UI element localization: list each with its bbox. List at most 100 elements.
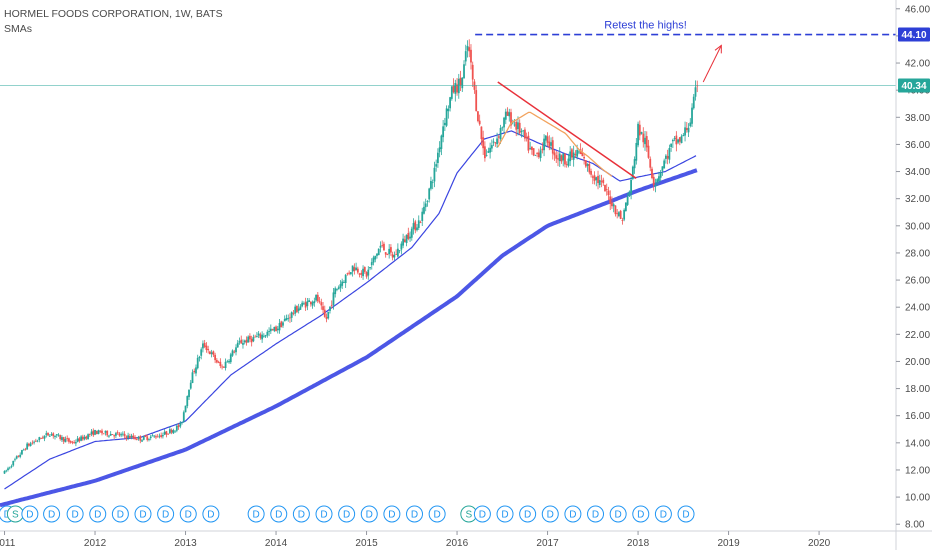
candle-body <box>64 438 67 443</box>
candle-body <box>377 248 380 256</box>
candle-body <box>3 470 6 474</box>
candle-body <box>202 343 204 349</box>
candle-body <box>5 470 8 472</box>
candle-body <box>139 436 142 441</box>
time-tick-label: 2017 <box>536 538 559 549</box>
candle-body <box>348 272 351 274</box>
candle-body <box>19 454 22 457</box>
candle-body <box>360 272 363 275</box>
candle-body <box>403 239 406 243</box>
candle-body <box>280 321 283 328</box>
candle-body <box>346 273 349 275</box>
candle-body <box>68 438 70 442</box>
candle-body <box>529 148 532 149</box>
candle-body <box>108 435 110 437</box>
price-axis[interactable]: 46.0044.0042.0040.0038.0036.0034.0032.00… <box>895 0 930 550</box>
candle-body <box>454 83 457 94</box>
candle-body <box>576 149 579 157</box>
candle-body <box>343 282 345 283</box>
candle-body <box>658 176 660 182</box>
candle-body <box>431 182 434 184</box>
candle-body <box>412 223 415 230</box>
candle-body <box>405 234 408 244</box>
candle-body <box>320 302 323 306</box>
candle-body <box>47 432 49 436</box>
candle-body <box>560 155 563 162</box>
candle-body <box>628 191 631 197</box>
time-axis[interactable]: 2011 2012 2013 2014 2015 2016 2017 2018 2019 2020 <box>0 530 932 549</box>
candle-body <box>266 331 269 336</box>
candle-body <box>311 302 314 306</box>
candle-body <box>235 347 237 353</box>
candle-body <box>151 435 154 437</box>
dividend-marker <box>609 505 627 523</box>
candle-body <box>416 227 418 231</box>
event-marker-label: D <box>207 510 214 521</box>
price-tick-label: 30.00 <box>905 221 930 232</box>
candle-body <box>115 433 117 436</box>
candle-body <box>489 147 492 153</box>
candle-body <box>94 429 96 435</box>
candle-body <box>553 152 556 156</box>
dividend-marker <box>428 505 446 523</box>
candle-body <box>38 437 41 441</box>
candle-body <box>336 288 338 290</box>
candle-body <box>475 90 478 112</box>
candle-body <box>85 436 88 439</box>
dividend-marker <box>519 505 537 523</box>
candle-body <box>562 153 565 161</box>
candle-body <box>480 126 483 140</box>
candle-body <box>362 268 364 277</box>
candle-body <box>513 124 516 126</box>
candle-body <box>426 200 429 202</box>
time-tick-label: 2013 <box>174 538 197 549</box>
candle-body <box>438 147 441 153</box>
time-tick-label: 2018 <box>627 538 650 549</box>
candle-body <box>294 306 297 314</box>
candle-body <box>318 300 321 302</box>
candle-body <box>261 334 264 340</box>
candle-body <box>52 433 55 437</box>
candle-body <box>170 429 173 433</box>
candle-body <box>297 308 300 311</box>
candle-body <box>363 267 366 272</box>
candle-body <box>10 466 13 468</box>
candle-body <box>172 430 175 434</box>
candle-body <box>656 179 659 183</box>
candle-body <box>149 436 152 439</box>
price-tick-label: 22.00 <box>905 330 930 341</box>
dividend-marker <box>111 505 129 523</box>
price-tick-label: 32.00 <box>905 194 930 205</box>
candle-body <box>395 254 398 255</box>
candle-body <box>428 188 431 200</box>
candle-body <box>581 152 584 157</box>
candle-body <box>221 366 223 368</box>
candle-body <box>158 435 161 437</box>
candle-body <box>249 335 251 340</box>
candle-body <box>55 434 58 436</box>
event-marker-label: D <box>320 510 327 521</box>
candle-body <box>78 438 81 442</box>
candle-body <box>369 266 371 269</box>
candle-body <box>419 222 422 223</box>
candle-body <box>26 443 29 450</box>
candle-body <box>250 338 253 343</box>
indicator-label[interactable]: SMAs <box>4 23 33 35</box>
candle-body <box>43 435 46 439</box>
candle-body <box>8 467 11 469</box>
candle-body <box>499 127 502 140</box>
candle-body <box>437 152 439 163</box>
candle-body <box>228 360 230 363</box>
price-tick-label: 26.00 <box>905 276 930 287</box>
candle-body <box>588 164 591 173</box>
event-marker-label: D <box>501 510 508 521</box>
downtrend-line <box>497 81 637 179</box>
dividend-marker <box>315 505 333 523</box>
candle-body <box>478 120 481 125</box>
candle-body <box>671 139 674 142</box>
dividend-marker <box>157 505 175 523</box>
event-marker-label: D <box>343 510 350 521</box>
candle-body <box>506 111 509 116</box>
candle-body <box>450 86 453 99</box>
